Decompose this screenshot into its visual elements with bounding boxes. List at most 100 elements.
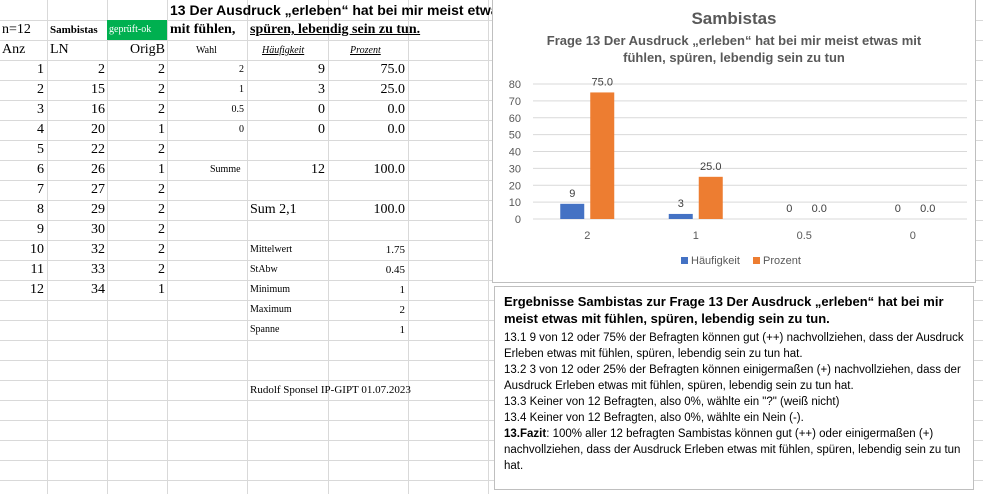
col-header-prozent: Prozent	[350, 45, 381, 56]
freq-cell-wahl[interactable]: 0.5	[231, 104, 245, 115]
cell-origb[interactable]: 2	[158, 102, 165, 117]
x-tick-label: 0	[910, 230, 916, 242]
stat-value[interactable]: 0.45	[385, 264, 405, 276]
freq-cell-p[interactable]: 75.0	[380, 62, 406, 77]
col-header-origb: OrigB	[130, 42, 165, 57]
cell-anz[interactable]: 1	[37, 62, 44, 77]
cell-anz[interactable]: 9	[37, 222, 44, 237]
freq-cell-p[interactable]: 0.0	[387, 102, 406, 117]
bar-prozent	[590, 92, 615, 219]
stat-value[interactable]: 1	[399, 284, 406, 296]
data-label: 75.0	[592, 76, 613, 88]
cell-origb[interactable]: 1	[158, 122, 165, 137]
grid-row-line	[0, 20, 983, 21]
x-tick-label: 0.5	[797, 230, 812, 242]
grid-row-line	[0, 420, 983, 421]
cell-ln[interactable]: 2	[98, 62, 105, 77]
cell-origb[interactable]: 2	[158, 62, 165, 77]
sum21-prozent: 100.0	[373, 202, 406, 217]
sum21-label: Sum 2,1	[250, 202, 297, 217]
grid-row-line	[0, 40, 983, 41]
cell-anz[interactable]: 10	[30, 242, 44, 257]
freq-cell-wahl[interactable]: 0	[239, 124, 244, 135]
stat-value[interactable]: 1.75	[385, 244, 405, 256]
bar-haeufigkeit	[668, 213, 693, 219]
cell-ln[interactable]: 15	[91, 82, 105, 97]
cell-anz[interactable]: 6	[37, 162, 44, 177]
stat-value[interactable]: 2	[399, 304, 406, 316]
cell-origb[interactable]: 2	[158, 82, 165, 97]
freq-cell-wahl[interactable]: 2	[239, 64, 244, 75]
freq-cell-wahl[interactable]: 1	[239, 84, 244, 95]
grid-row-line	[0, 180, 983, 181]
grid-row-line	[0, 100, 983, 101]
cell-origb[interactable]: 2	[158, 202, 165, 217]
cell-anz[interactable]: 4	[37, 122, 44, 137]
results-fazit: 13.Fazit: 100% aller 12 befragten Sambis…	[504, 426, 968, 474]
cell-anz[interactable]: 5	[37, 142, 44, 157]
x-tick-label: 2	[584, 230, 590, 242]
grid-row-line	[0, 480, 983, 481]
stat-value[interactable]: 1	[399, 324, 406, 336]
cell-anz[interactable]: 7	[37, 182, 44, 197]
cell-ln[interactable]: 29	[91, 202, 105, 217]
freq-cell-h[interactable]: 0	[318, 122, 325, 137]
grid-row-line	[0, 260, 983, 261]
cell-origb[interactable]: 2	[158, 222, 165, 237]
grid-row-line	[0, 320, 983, 321]
cell-ln[interactable]: 22	[91, 142, 105, 157]
data-label: 0.0	[812, 203, 827, 215]
cell-origb[interactable]: 2	[158, 262, 165, 277]
chart-panel[interactable]: Sambistas Frage 13 Der Ausdruck „erleben…	[492, 0, 976, 283]
y-tick-label: 80	[509, 79, 521, 91]
cell-origb[interactable]: 2	[158, 142, 165, 157]
n-label: n=12	[2, 22, 31, 37]
cell-ln[interactable]: 34	[91, 282, 105, 297]
cell-origb[interactable]: 2	[158, 242, 165, 257]
freq-cell-h[interactable]: 0	[318, 102, 325, 117]
grid-row-line	[0, 240, 983, 241]
grid-row-line	[0, 140, 983, 141]
results-item-13-3: 13.3 Keiner von 12 Befragten, also 0%, w…	[504, 396, 840, 408]
chart-subtitle-line2: fühlen, spüren, lebendig sein zu tun	[623, 50, 845, 65]
cell-anz[interactable]: 3	[37, 102, 44, 117]
grid-row-line	[0, 280, 983, 281]
y-tick-label: 20	[509, 180, 521, 192]
summe-label: Summe	[210, 164, 241, 175]
cell-ln[interactable]: 32	[91, 242, 105, 257]
results-heading: Ergebnisse Sambistas zur Frage 13 Der Au…	[504, 294, 944, 326]
freq-cell-p[interactable]: 25.0	[380, 82, 406, 97]
grid-row-line	[0, 60, 983, 61]
cell-anz[interactable]: 8	[37, 202, 44, 217]
y-tick-label: 30	[509, 163, 521, 175]
cell-anz[interactable]: 2	[37, 82, 44, 97]
cell-ln[interactable]: 26	[91, 162, 105, 177]
col-header-anz: Anz	[2, 42, 26, 57]
y-tick-label: 0	[515, 214, 521, 226]
x-tick-label: 1	[693, 230, 699, 242]
grid-row-line	[0, 80, 983, 81]
results-textbox[interactable]: Ergebnisse Sambistas zur Frage 13 Der Au…	[494, 286, 974, 490]
cell-origb[interactable]: 1	[158, 282, 165, 297]
cell-origb[interactable]: 2	[158, 182, 165, 197]
freq-cell-p[interactable]: 0.0	[387, 122, 406, 137]
cell-anz[interactable]: 12	[30, 282, 44, 297]
cell-ln[interactable]: 30	[91, 222, 105, 237]
cell-ln[interactable]: 20	[91, 122, 105, 137]
grid-row-line	[0, 340, 983, 341]
grid-row-line	[0, 120, 983, 121]
cell-ln[interactable]: 33	[91, 262, 105, 277]
cell-anz[interactable]: 11	[30, 262, 44, 277]
cell-ln[interactable]: 16	[91, 102, 105, 117]
grid-row-line	[0, 160, 983, 161]
cell-ln[interactable]: 27	[91, 182, 105, 197]
legend-label: Prozent	[763, 255, 801, 267]
freq-cell-h[interactable]: 3	[318, 82, 325, 97]
cell-origb[interactable]: 1	[158, 162, 165, 177]
freq-cell-h[interactable]: 9	[318, 62, 325, 77]
grid-row-line	[0, 200, 983, 201]
results-item-13-2: 13.2 3 von 12 oder 25% der Befragten kön…	[504, 364, 961, 392]
group-label: Sambistas	[50, 24, 98, 36]
stat-label: Maximum	[250, 304, 292, 315]
summe-haeufigkeit: 12	[311, 162, 325, 177]
